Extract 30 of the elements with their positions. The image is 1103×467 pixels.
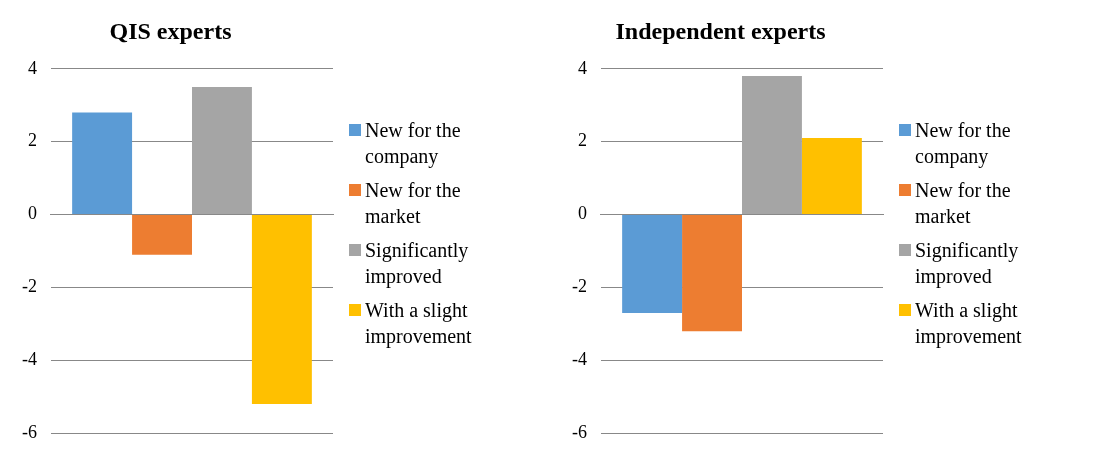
y-tick-label: -4	[571, 349, 587, 370]
bar	[801, 138, 862, 215]
y-tick-label: -6	[21, 421, 37, 442]
y-tick-label: 4	[27, 57, 37, 78]
legend-label: Significantly improved	[915, 238, 1020, 289]
legend-label: Significantly improved	[365, 238, 470, 289]
bar	[251, 215, 312, 405]
y-tick-label: -2	[571, 276, 587, 297]
legend-label: New for the market	[915, 178, 1012, 229]
y-tick-label: 0	[27, 203, 37, 224]
legend-label: With a slight improvement	[915, 298, 1023, 349]
y-tick-label: -2	[21, 276, 37, 297]
bar	[72, 112, 133, 215]
chart-title: Independent experts	[615, 17, 826, 44]
y-tick-label: -4	[21, 349, 37, 370]
y-tick-label: 2	[27, 130, 37, 151]
legend-label: With a slight improvement	[365, 298, 473, 349]
y-tick-label: 2	[577, 130, 587, 151]
y-tick-label: -6	[571, 421, 587, 442]
y-tick-label: 0	[577, 203, 587, 224]
bar	[132, 215, 192, 255]
legend-label: New for the market	[365, 178, 462, 229]
legend-label: New for the company	[365, 118, 462, 169]
bar	[742, 76, 802, 215]
bar	[192, 87, 252, 215]
chart-title: QIS experts	[109, 17, 232, 44]
bar	[682, 215, 742, 332]
y-tick-label: 4	[577, 57, 587, 78]
legend-label: New for the company	[915, 118, 1012, 169]
bar	[622, 215, 683, 313]
